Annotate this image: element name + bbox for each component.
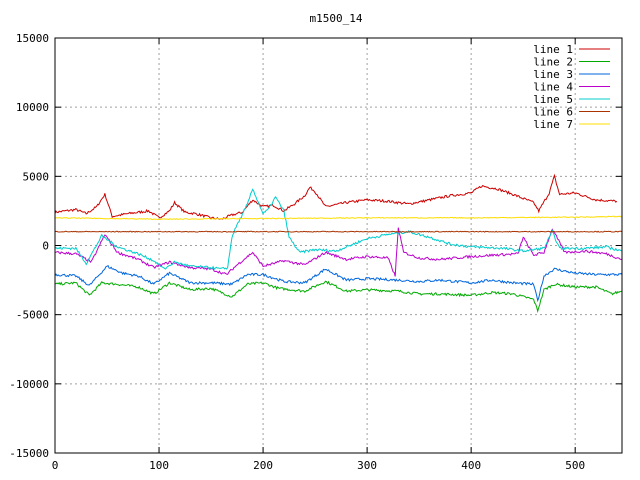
series-line-6 [54, 230, 623, 233]
series-line-7 [54, 215, 623, 221]
x-tick-label: 400 [461, 459, 481, 472]
legend-label: line 3 [533, 68, 573, 81]
legend-label: line 2 [533, 56, 573, 69]
y-tick-label: 15000 [16, 32, 49, 45]
legend-label: line 6 [533, 106, 573, 119]
y-tick-label: 0 [42, 240, 49, 253]
x-tick-label: 100 [149, 459, 169, 472]
series-line-5 [54, 188, 623, 271]
y-tick-label: 5000 [23, 170, 50, 183]
y-tick-label: -15000 [9, 447, 49, 460]
x-tick-label: 300 [357, 459, 377, 472]
legend-label: line 1 [533, 43, 573, 56]
y-tick-label: 10000 [16, 101, 49, 114]
y-tick-label: -5000 [16, 309, 49, 322]
x-tick-label: 200 [253, 459, 273, 472]
x-tick-label: 0 [52, 459, 59, 472]
grid-lines [55, 38, 622, 453]
axis-ticks: -15000 -10000 -5000 0 5000 10000 15000 0 100 200 3… [9, 32, 622, 472]
y-tick-label: -10000 [9, 378, 49, 391]
x-tick-label: 500 [565, 459, 585, 472]
series-line-4 [54, 227, 623, 277]
series-line-1 [54, 173, 618, 220]
series-line-3 [54, 265, 623, 303]
series-group [54, 173, 623, 314]
legend-label: line 4 [533, 81, 573, 94]
legend-label: line 5 [533, 93, 573, 106]
chart-title: m1500_14 [310, 12, 363, 25]
legend-label: line 7 [533, 118, 573, 131]
series-line-2 [54, 280, 623, 314]
